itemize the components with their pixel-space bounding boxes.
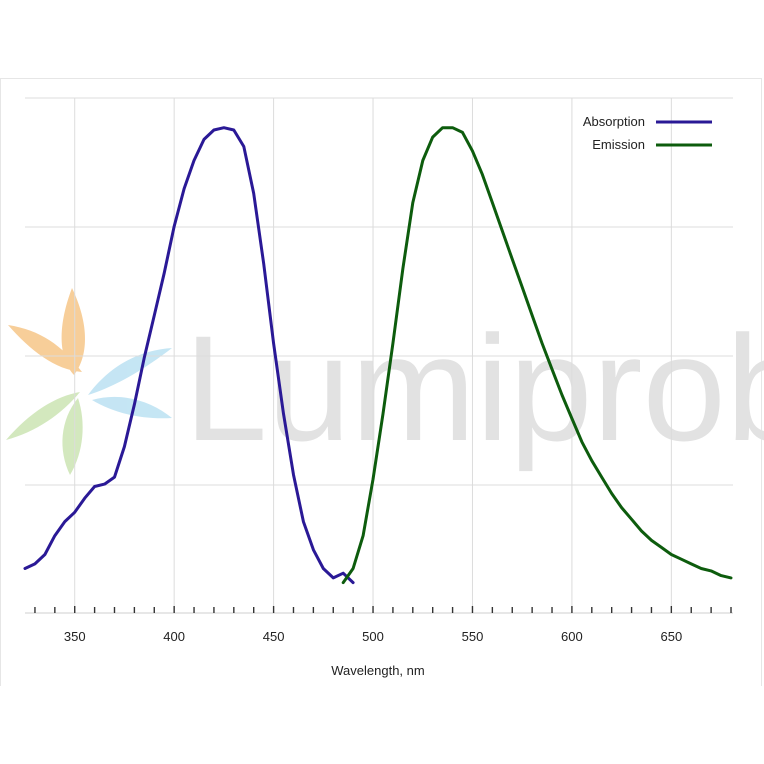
- x-axis-title: Wavelength, nm: [331, 663, 424, 678]
- legend: Absorption Emission: [583, 114, 712, 152]
- lumiprobe-watermark: Lumiprobe: [6, 288, 764, 475]
- x-tick-label: 650: [660, 629, 682, 644]
- x-tick-label: 400: [163, 629, 185, 644]
- grid: [25, 97, 733, 614]
- legend-label: Absorption: [583, 114, 645, 129]
- x-axis: 350 400 450 500 550 600 650: [25, 606, 733, 644]
- x-tick-label: 500: [362, 629, 384, 644]
- x-tick-label: 350: [64, 629, 86, 644]
- legend-label: Emission: [592, 137, 645, 152]
- series-line-emission: [341, 126, 733, 585]
- series-layer: [23, 126, 733, 585]
- lumiprobe-logo-icon: [6, 288, 172, 475]
- x-tick-label: 600: [561, 629, 583, 644]
- x-tick-label: 550: [462, 629, 484, 644]
- chart-frame: [0, 78, 762, 686]
- x-tick-label: 450: [263, 629, 285, 644]
- series-line-absorption: [23, 126, 355, 585]
